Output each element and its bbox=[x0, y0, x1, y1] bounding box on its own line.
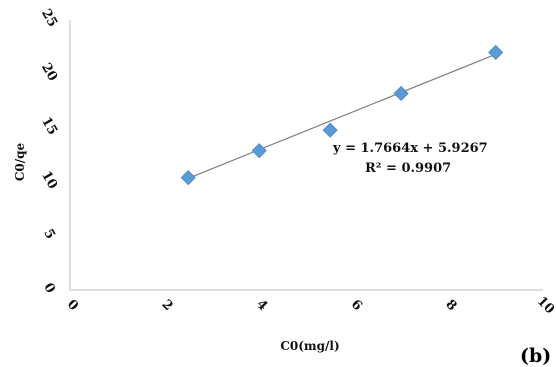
equation-label: y = 1.7664x + 5.9267 bbox=[332, 141, 488, 156]
x-tick-labels: 0 2 4 6 8 10 bbox=[64, 294, 556, 317]
x-tick-label: 0 bbox=[64, 297, 81, 314]
plot-area: 0 2 4 6 8 10 0 5 10 15 20 25 bbox=[38, 7, 556, 318]
x-tick-label: 8 bbox=[442, 297, 459, 314]
data-point bbox=[180, 170, 196, 186]
y-tick-label: 5 bbox=[40, 227, 58, 242]
y-tick-label: 25 bbox=[38, 7, 60, 30]
data-point bbox=[251, 143, 267, 159]
x-tick-label: 6 bbox=[348, 297, 365, 314]
x-tick-label: 4 bbox=[253, 297, 270, 314]
data-point bbox=[322, 122, 338, 138]
y-tick-label: 20 bbox=[38, 61, 60, 84]
y-axis-title: C0/qe bbox=[13, 142, 27, 181]
data-points bbox=[180, 44, 504, 186]
data-point bbox=[393, 85, 409, 102]
y-tick-labels: 0 5 10 15 20 25 bbox=[38, 7, 60, 296]
r-squared-label: R² = 0.9907 bbox=[365, 161, 451, 176]
panel-label: (b) bbox=[520, 345, 551, 367]
y-tick-label: 0 bbox=[40, 281, 58, 296]
y-tick-label: 10 bbox=[38, 169, 60, 192]
x-tick-label: 2 bbox=[159, 297, 176, 314]
x-axis-title: C0(mg/l) bbox=[280, 339, 339, 353]
y-tick-label: 15 bbox=[38, 115, 60, 138]
x-tick-label: 10 bbox=[534, 294, 556, 317]
trendline bbox=[188, 53, 496, 179]
data-point bbox=[488, 44, 504, 60]
